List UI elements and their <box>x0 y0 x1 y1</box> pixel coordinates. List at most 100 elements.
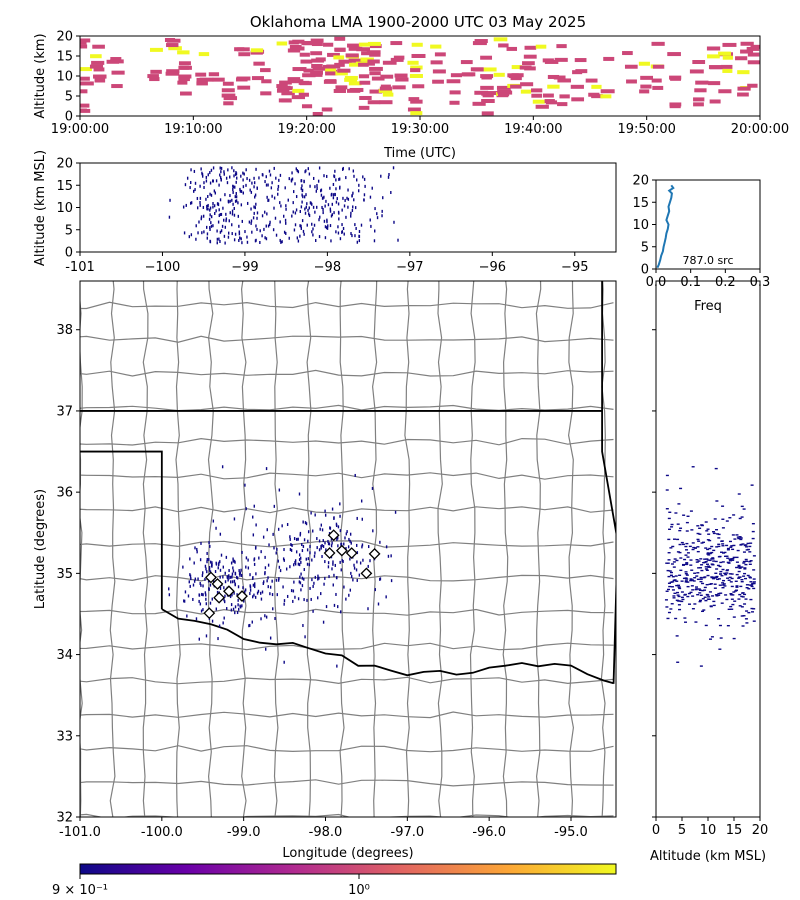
time-height-cell <box>347 88 361 93</box>
source-point <box>186 614 188 618</box>
station-marker <box>368 547 381 560</box>
x-tick-label: -101 <box>65 260 95 275</box>
lon-alt-point <box>201 231 203 235</box>
lon-alt-point <box>271 194 273 198</box>
source-point <box>264 566 267 570</box>
lat-alt-point <box>750 484 754 486</box>
time-height-cell <box>80 89 88 94</box>
time-height-cell <box>380 74 394 79</box>
source-point <box>222 565 225 569</box>
source-point <box>239 605 242 609</box>
lat-alt-point <box>748 563 752 565</box>
lon-alt-point <box>326 226 328 230</box>
lon-alt-point <box>259 240 261 244</box>
lat-alt-point <box>717 618 721 620</box>
time-height-cell <box>483 67 497 72</box>
lon-alt-point <box>245 183 247 187</box>
lon-alt-point <box>270 186 273 190</box>
county-line <box>600 281 606 817</box>
time-height-xlabel: Time (UTC) <box>383 146 456 161</box>
lon-alt-point <box>212 205 214 209</box>
source-point <box>321 543 323 547</box>
lon-alt-point <box>336 197 338 201</box>
time-height-cell <box>570 84 584 89</box>
lat-alt-point <box>689 559 693 561</box>
lon-alt-point <box>206 207 208 211</box>
source-point <box>325 548 327 552</box>
lat-alt-point <box>712 549 716 552</box>
source-point <box>322 620 325 624</box>
source-point <box>300 588 302 592</box>
source-point <box>301 543 303 547</box>
source-point <box>321 528 324 532</box>
lat-alt-point <box>681 598 685 601</box>
source-point <box>289 537 291 541</box>
figure-title: Oklahoma LMA 1900-2000 UTC 03 May 2025 <box>250 13 586 31</box>
lon-alt-point <box>199 203 201 207</box>
lon-alt-point <box>213 189 216 193</box>
source-point <box>168 587 170 591</box>
lon-alt-point <box>329 224 332 228</box>
lon-alt-point <box>241 219 243 223</box>
source-point <box>211 619 214 623</box>
source-point <box>290 543 292 547</box>
lat-alt-point <box>679 557 683 559</box>
lon-alt-point <box>312 227 314 231</box>
source-point <box>286 594 289 598</box>
lon-alt-point <box>266 212 268 216</box>
time-height-cell <box>290 79 304 84</box>
source-point <box>197 577 199 581</box>
lon-alt-point <box>339 186 341 190</box>
time-height-cell <box>520 89 532 94</box>
lon-alt-point <box>243 172 245 176</box>
time-height-cell <box>168 46 182 51</box>
source-point <box>237 598 239 602</box>
lon-alt-point <box>283 230 286 234</box>
lon-alt-point <box>233 174 235 178</box>
time-height-cell <box>522 61 535 66</box>
lon-alt-point <box>300 205 303 209</box>
lon-alt-point <box>305 205 307 209</box>
lon-alt-point <box>285 207 287 211</box>
lat-alt-point <box>706 574 710 577</box>
lat-alt-point <box>742 508 746 510</box>
lat-alt-point <box>719 637 723 639</box>
lon-alt-point <box>322 211 324 215</box>
lat-alt-point <box>725 598 729 601</box>
plan-view-xlabel: Longitude (degrees) <box>282 846 413 861</box>
x-tick-label: 19:00:00 <box>51 122 109 137</box>
lon-alt-point <box>231 198 233 202</box>
time-height-cell <box>493 37 508 42</box>
source-point <box>339 502 341 506</box>
source-point <box>286 523 289 527</box>
county-line <box>80 335 614 343</box>
lat-alt-point <box>737 570 741 573</box>
lon-alt-point <box>376 216 379 220</box>
lat-alt-point <box>666 569 670 572</box>
lat-alt-point <box>740 595 744 598</box>
lon-alt-point <box>381 214 383 218</box>
time-height-cell <box>311 42 323 47</box>
time-height-cell <box>111 70 125 75</box>
lat-alt-point <box>718 584 722 586</box>
lon-alt-point <box>301 200 303 204</box>
lat-alt-point <box>679 569 683 572</box>
lat-alt-point <box>708 559 712 562</box>
lon-alt-point <box>318 218 320 222</box>
y-tick-label: 20 <box>56 30 73 45</box>
lat-alt-points <box>664 466 756 667</box>
source-point <box>204 577 206 581</box>
lat-alt-point <box>720 551 724 553</box>
source-point <box>349 588 352 592</box>
lon-alt-point <box>290 178 293 182</box>
lat-alt-point <box>751 611 755 613</box>
lon-alt-point <box>210 215 213 219</box>
lon-alt-point <box>294 211 297 215</box>
time-height-panel: 19:00:00 19:10:00 19:20:00 19:30:00 19:40:00… <box>33 30 789 162</box>
source-point <box>331 541 333 545</box>
lon-alt-point <box>219 173 221 177</box>
lat-alt-point <box>707 565 711 567</box>
source-point <box>222 621 224 625</box>
lon-alt-point <box>327 224 329 228</box>
